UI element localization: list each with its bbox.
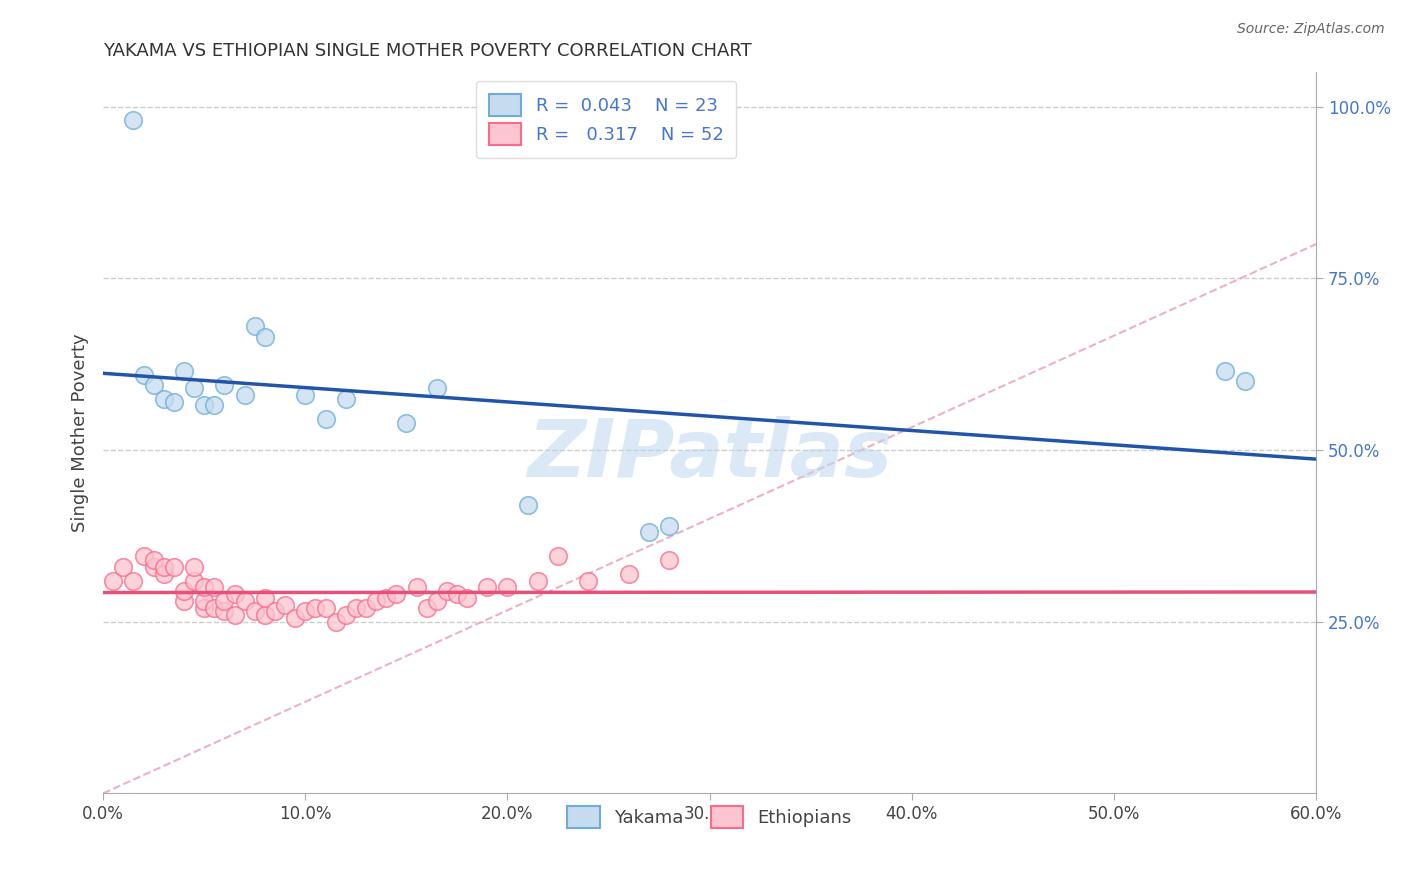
Point (264, 604, 287, 618)
Point (446, 587, 468, 601)
Point (214, 377, 236, 392)
Point (103, 574, 125, 588)
Point (163, 559, 186, 574)
Point (638, 525, 661, 540)
Point (193, 399, 215, 413)
Text: Source: ZipAtlas.com: Source: ZipAtlas.com (1237, 22, 1385, 37)
Point (173, 583, 195, 598)
Point (456, 591, 478, 605)
Point (315, 412, 337, 426)
Y-axis label: Single Mother Poverty: Single Mother Poverty (72, 334, 89, 533)
Point (132, 368, 155, 382)
Point (233, 388, 256, 402)
Point (516, 498, 538, 512)
Point (658, 553, 681, 567)
Point (112, 559, 135, 574)
Point (294, 388, 316, 402)
Point (335, 392, 357, 406)
Point (224, 607, 246, 622)
Point (253, 607, 276, 622)
Point (243, 319, 266, 334)
Point (527, 574, 550, 588)
Point (253, 591, 276, 605)
Point (183, 381, 205, 395)
Point (415, 601, 437, 615)
Point (354, 601, 377, 615)
Point (202, 601, 225, 615)
Text: YAKAMA VS ETHIOPIAN SINGLE MOTHER POVERTY CORRELATION CHART: YAKAMA VS ETHIOPIAN SINGLE MOTHER POVERT… (103, 42, 752, 60)
Point (132, 549, 155, 564)
Point (617, 566, 640, 581)
Point (325, 615, 347, 629)
Text: ZIPatlas: ZIPatlas (527, 416, 893, 493)
Point (375, 591, 398, 605)
Point (395, 416, 418, 430)
Point (214, 594, 236, 608)
Point (193, 601, 215, 615)
Point (344, 601, 367, 615)
Point (426, 594, 449, 608)
Point (214, 604, 236, 618)
Point (142, 377, 165, 392)
Point (152, 392, 174, 406)
Point (1213, 364, 1236, 378)
Point (576, 574, 599, 588)
Point (315, 601, 337, 615)
Legend: Yakama, Ethiopians: Yakama, Ethiopians (560, 798, 859, 835)
Point (224, 587, 246, 601)
Point (173, 364, 195, 378)
Point (142, 559, 165, 574)
Point (1234, 375, 1257, 389)
Point (304, 601, 326, 615)
Point (142, 553, 165, 567)
Point (233, 594, 256, 608)
Point (547, 549, 569, 564)
Point (122, 113, 145, 128)
Point (243, 604, 266, 618)
Point (152, 566, 174, 581)
Point (183, 559, 205, 574)
Point (152, 559, 174, 574)
Point (335, 607, 357, 622)
Point (163, 395, 186, 409)
Point (364, 594, 387, 608)
Point (426, 381, 449, 395)
Point (477, 580, 499, 594)
Point (385, 587, 408, 601)
Point (193, 580, 215, 594)
Point (274, 598, 297, 612)
Point (253, 330, 276, 344)
Point (284, 611, 307, 625)
Point (173, 594, 195, 608)
Point (183, 574, 205, 588)
Point (436, 583, 458, 598)
Point (405, 580, 427, 594)
Point (294, 604, 316, 618)
Point (202, 399, 225, 413)
Point (202, 580, 225, 594)
Point (496, 580, 519, 594)
Point (193, 594, 215, 608)
Point (122, 574, 145, 588)
Point (658, 518, 681, 533)
